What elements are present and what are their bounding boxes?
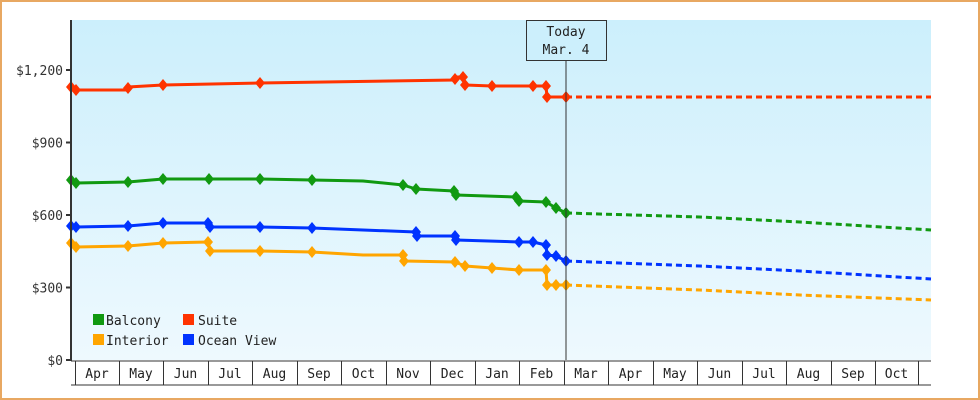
forecast-line-interior bbox=[565, 283, 932, 302]
data-point-marker[interactable] bbox=[541, 264, 551, 276]
data-point-marker[interactable] bbox=[205, 221, 215, 233]
x-tick-label: Apr bbox=[619, 367, 643, 382]
x-tick-label: Jun bbox=[174, 367, 197, 382]
y-tick-label: $900 bbox=[32, 137, 63, 152]
data-point-marker[interactable] bbox=[487, 262, 497, 274]
series-layer bbox=[66, 71, 932, 302]
data-point-marker[interactable] bbox=[451, 189, 461, 201]
x-tick-label: Nov bbox=[396, 367, 420, 382]
x-tick-label: Oct bbox=[885, 367, 908, 382]
data-point-marker[interactable] bbox=[542, 249, 552, 261]
data-point-marker[interactable] bbox=[399, 255, 409, 267]
data-point-marker[interactable] bbox=[123, 220, 133, 232]
data-point-marker[interactable] bbox=[514, 236, 524, 248]
data-point-marker[interactable] bbox=[307, 246, 317, 258]
legend-label-interior: Interior bbox=[106, 334, 169, 349]
data-point-marker[interactable] bbox=[398, 179, 408, 191]
legend-swatch-balcony bbox=[93, 314, 104, 325]
forecast-line-ocean-view bbox=[565, 259, 932, 281]
data-point-marker[interactable] bbox=[541, 196, 551, 208]
data-point-marker[interactable] bbox=[71, 84, 81, 96]
data-point-marker[interactable] bbox=[451, 234, 461, 246]
data-point-marker[interactable] bbox=[542, 279, 552, 291]
data-point-marker[interactable] bbox=[528, 236, 538, 248]
legend-label-balcony: Balcony bbox=[106, 314, 161, 329]
series-interior bbox=[66, 236, 932, 302]
legend-label-ocean-view: Ocean View bbox=[198, 334, 276, 349]
data-point-marker[interactable] bbox=[158, 217, 168, 229]
y-tick-label: $0 bbox=[47, 354, 63, 369]
x-tick-label: May bbox=[129, 367, 153, 382]
x-tick-label: Sep bbox=[841, 367, 865, 382]
data-point-marker[interactable] bbox=[255, 77, 265, 89]
data-point-marker[interactable] bbox=[460, 79, 470, 91]
data-point-marker[interactable] bbox=[514, 195, 524, 207]
x-tick-label: Apr bbox=[85, 367, 109, 382]
x-tick-label: Dec bbox=[441, 367, 464, 382]
data-point-marker[interactable] bbox=[460, 260, 470, 272]
y-tick-label: $600 bbox=[32, 209, 63, 224]
legend: Balcony Suite Interior Ocean View bbox=[93, 314, 276, 349]
x-tick-label: Jun bbox=[708, 367, 731, 382]
data-point-marker[interactable] bbox=[158, 173, 168, 185]
x-tick-label: Oct bbox=[352, 367, 375, 382]
data-point-marker[interactable] bbox=[450, 73, 460, 85]
x-tick-label: Jan bbox=[485, 367, 508, 382]
legend-swatch-ocean-view bbox=[183, 334, 194, 345]
today-label: Today bbox=[546, 25, 585, 40]
data-point-marker[interactable] bbox=[487, 80, 497, 92]
y-tick-label: $1,200 bbox=[16, 64, 63, 79]
data-point-marker[interactable] bbox=[255, 245, 265, 257]
x-tick-label: Aug bbox=[263, 367, 286, 382]
forecast-line-balcony bbox=[565, 211, 932, 232]
series-suite bbox=[66, 71, 931, 103]
data-point-marker[interactable] bbox=[551, 202, 561, 214]
today-date: Mar. 4 bbox=[543, 43, 590, 58]
data-point-marker[interactable] bbox=[203, 236, 213, 248]
series-ocean-view bbox=[66, 217, 932, 281]
series-balcony bbox=[66, 173, 932, 232]
data-point-marker[interactable] bbox=[412, 230, 422, 242]
data-point-marker[interactable] bbox=[123, 176, 133, 188]
x-tick-label: Jul bbox=[218, 367, 241, 382]
x-tick-label: Feb bbox=[530, 367, 554, 382]
data-point-marker[interactable] bbox=[123, 240, 133, 252]
data-point-marker[interactable] bbox=[411, 183, 421, 195]
data-point-marker[interactable] bbox=[514, 264, 524, 276]
data-point-marker[interactable] bbox=[71, 177, 81, 189]
data-point-marker[interactable] bbox=[205, 245, 215, 257]
data-point-marker[interactable] bbox=[541, 239, 551, 251]
data-point-marker[interactable] bbox=[551, 250, 561, 262]
y-tick-label: $300 bbox=[32, 282, 63, 297]
x-tick-label: Aug bbox=[797, 367, 820, 382]
data-point-marker[interactable] bbox=[123, 82, 133, 94]
data-point-marker[interactable] bbox=[158, 237, 168, 249]
x-tick-label: Sep bbox=[307, 367, 331, 382]
data-point-marker[interactable] bbox=[542, 91, 552, 103]
data-point-marker[interactable] bbox=[450, 256, 460, 268]
data-point-marker[interactable] bbox=[158, 79, 168, 91]
data-point-marker[interactable] bbox=[204, 173, 214, 185]
data-point-marker[interactable] bbox=[307, 222, 317, 234]
data-point-marker[interactable] bbox=[541, 80, 551, 92]
x-tick-label: Mar bbox=[574, 367, 598, 382]
data-point-marker[interactable] bbox=[307, 174, 317, 186]
legend-swatch-interior bbox=[93, 334, 104, 345]
y-axis-ticks: $0 $300 $600 $900 $1,200 bbox=[16, 64, 71, 369]
data-point-marker[interactable] bbox=[528, 80, 538, 92]
plot-area bbox=[71, 20, 931, 360]
data-point-marker[interactable] bbox=[71, 221, 81, 233]
today-box bbox=[526, 20, 607, 61]
x-tick-label: Jul bbox=[752, 367, 775, 382]
data-point-marker[interactable] bbox=[255, 173, 265, 185]
legend-swatch-suite bbox=[183, 314, 194, 325]
x-tick-label: May bbox=[663, 367, 687, 382]
data-point-marker[interactable] bbox=[71, 241, 81, 253]
x-axis: Apr May Jun Jul Aug Sep Oct Nov Dec Jan Feb Mar Apr M… bbox=[71, 360, 931, 386]
data-point-marker[interactable] bbox=[551, 279, 561, 291]
data-point-marker[interactable] bbox=[255, 221, 265, 233]
legend-label-suite: Suite bbox=[198, 314, 237, 329]
